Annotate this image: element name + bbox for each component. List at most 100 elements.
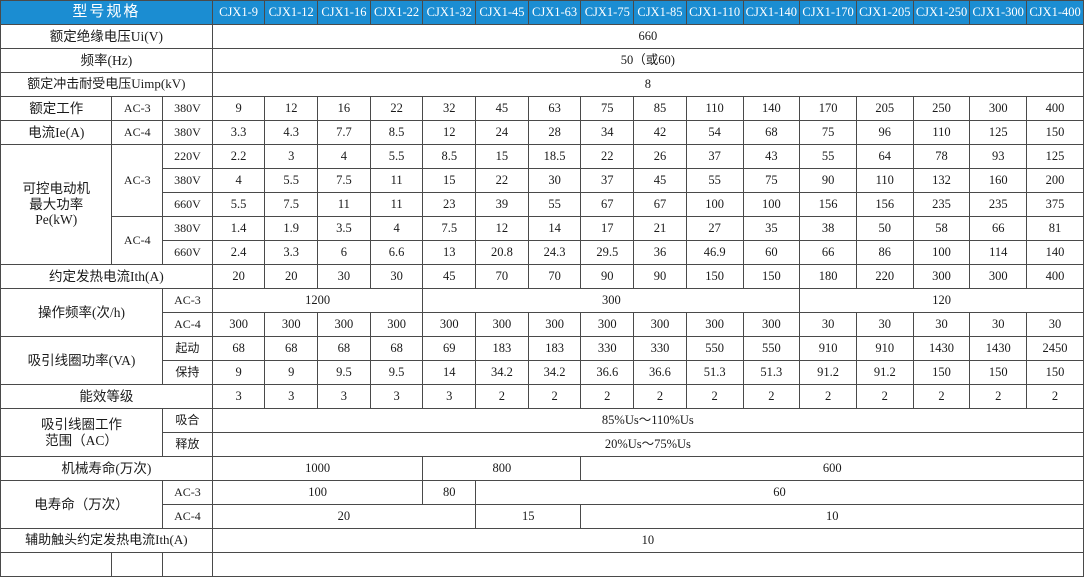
cell-operating-frequency-ac4-14: 30 bbox=[912, 312, 971, 337]
table-header-row: 型号规格 CJX1-9 CJX1-12 CJX1-16 CJX1-22 CJX1… bbox=[0, 0, 1084, 25]
cell-coil-power-sealed-14: 150 bbox=[912, 360, 971, 385]
cell-rated-current-ac3-9: 85 bbox=[633, 96, 687, 121]
label-motor-power-ac3-mode: AC-3 bbox=[111, 144, 164, 217]
cell-rated-current-ac3-13: 205 bbox=[855, 96, 914, 121]
cell-motor-power-ac3-380v-1: 4 bbox=[211, 168, 266, 193]
cell-coil-power-inrush-4: 68 bbox=[369, 336, 424, 361]
cell-motor-power-ac3-660v-3: 11 bbox=[317, 192, 371, 217]
cell-motor-power-ac3-380v-3: 7.5 bbox=[317, 168, 371, 193]
cell-motor-power-ac4-660v-10: 46.9 bbox=[685, 240, 744, 265]
cell-motor-power-ac4-380v-10: 27 bbox=[685, 216, 744, 241]
cell-thermal-current-4: 30 bbox=[369, 264, 424, 289]
cell-thermal-current-5: 45 bbox=[422, 264, 477, 289]
cell-coil-power-sealed-5: 14 bbox=[422, 360, 477, 385]
row-motor-power-ac4-660v: 660V 2.4 3.3 6 6.6 13 20.8 24.3 29.5 36 … bbox=[1, 240, 1084, 265]
partial-cell-mode bbox=[111, 552, 164, 577]
cell-thermal-current-2: 20 bbox=[264, 264, 319, 289]
cell-motor-power-ac3-380v-6: 22 bbox=[475, 168, 529, 193]
cell-coil-power-sealed-15: 150 bbox=[969, 360, 1028, 385]
cell-coil-power-sealed-9: 36.6 bbox=[633, 360, 687, 385]
cell-rated-current-ac3-2: 12 bbox=[264, 96, 319, 121]
cell-operating-frequency-ac3-group-3: 120 bbox=[799, 288, 1084, 313]
cell-motor-power-ac3-380v-2: 5.5 bbox=[264, 168, 319, 193]
cell-motor-power-ac4-660v-1: 2.4 bbox=[211, 240, 266, 265]
cell-operating-frequency-ac4-4: 300 bbox=[369, 312, 424, 337]
cell-motor-power-ac3-660v-16: 375 bbox=[1026, 192, 1084, 217]
row-motor-power-ac3-380v: 380V 4 5.5 7.5 11 15 22 30 37 45 55 75 9… bbox=[1, 168, 1084, 193]
cell-electrical-life-ac3-group-2: 80 bbox=[422, 480, 477, 505]
cell-rated-current-ac4-1: 3.3 bbox=[211, 120, 266, 145]
cell-rated-current-ac3-14: 250 bbox=[912, 96, 971, 121]
row-rated-current-ac3: 额定工作 AC-3 380V 9 12 16 22 32 45 63 75 85… bbox=[0, 96, 1084, 121]
cell-motor-power-ac3-220v-1: 2.2 bbox=[211, 144, 266, 169]
cell-coil-power-sealed-4: 9.5 bbox=[369, 360, 424, 385]
cell-efficiency-grade-15: 2 bbox=[969, 384, 1028, 409]
label-motor-power-ac3-220v: 220V bbox=[162, 144, 213, 169]
cell-efficiency-grade-8: 2 bbox=[580, 384, 635, 409]
row-coil-power-sealed: 保持 9 9 9.5 9.5 14 34.2 34.2 36.6 36.6 51… bbox=[1, 360, 1084, 385]
cell-motor-power-ac3-220v-5: 8.5 bbox=[422, 144, 477, 169]
cell-coil-power-sealed-16: 150 bbox=[1026, 360, 1084, 385]
cell-thermal-current-7: 70 bbox=[527, 264, 582, 289]
cell-motor-power-ac3-220v-4: 5.5 bbox=[369, 144, 424, 169]
cell-motor-power-ac3-380v-9: 45 bbox=[633, 168, 687, 193]
cell-operating-frequency-ac4-11: 300 bbox=[742, 312, 801, 337]
header-model-9: CJX1-85 bbox=[633, 0, 687, 25]
cell-efficiency-grade-5: 3 bbox=[422, 384, 477, 409]
cell-rated-current-ac3-10: 110 bbox=[685, 96, 744, 121]
cell-rated-current-ac3-6: 45 bbox=[475, 96, 529, 121]
cell-coil-power-sealed-7: 34.2 bbox=[527, 360, 582, 385]
cell-electrical-life-ac3-group-1: 100 bbox=[211, 480, 424, 505]
cell-motor-power-ac3-220v-10: 37 bbox=[685, 144, 744, 169]
cell-efficiency-grade-10: 2 bbox=[685, 384, 744, 409]
cell-electrical-life-ac4-group-3: 10 bbox=[580, 504, 1084, 529]
cell-operating-frequency-ac4-7: 300 bbox=[527, 312, 582, 337]
cell-motor-power-ac3-380v-14: 132 bbox=[912, 168, 971, 193]
label-rated-impulse-voltage: 额定冲击耐受电压Uimp(kV) bbox=[0, 72, 213, 97]
cell-motor-power-ac4-380v-1: 1.4 bbox=[211, 216, 266, 241]
cell-motor-power-ac3-660v-11: 100 bbox=[742, 192, 801, 217]
cell-operating-frequency-ac4-9: 300 bbox=[633, 312, 687, 337]
row-frequency: 频率(Hz) 50（或60) bbox=[0, 48, 1084, 73]
label-motor-power-ac3-660v: 660V bbox=[162, 192, 213, 217]
label-electrical-life: 电寿命（万次） bbox=[0, 480, 164, 529]
label-motor-power-ac3-380v: 380V bbox=[162, 168, 213, 193]
cell-rated-current-ac4-9: 42 bbox=[633, 120, 687, 145]
cell-coil-power-inrush-5: 69 bbox=[422, 336, 477, 361]
label-thermal-current: 约定发热电流Ith(A) bbox=[0, 264, 213, 289]
cell-motor-power-ac4-660v-11: 60 bbox=[742, 240, 801, 265]
cell-operating-frequency-ac4-2: 300 bbox=[264, 312, 319, 337]
header-model-6: CJX1-45 bbox=[475, 0, 529, 25]
cell-rated-current-ac3-1: 9 bbox=[211, 96, 266, 121]
cell-motor-power-ac4-380v-8: 17 bbox=[580, 216, 635, 241]
cell-motor-power-ac4-380v-9: 21 bbox=[633, 216, 687, 241]
cell-motor-power-ac4-660v-16: 140 bbox=[1026, 240, 1084, 265]
value-auxiliary-thermal-current: 10 bbox=[211, 528, 1084, 553]
cell-rated-current-ac3-4: 22 bbox=[369, 96, 424, 121]
cell-motor-power-ac3-380v-5: 15 bbox=[422, 168, 477, 193]
cell-motor-power-ac3-660v-1: 5.5 bbox=[211, 192, 266, 217]
cell-coil-power-inrush-15: 1430 bbox=[969, 336, 1028, 361]
cell-electrical-life-ac4-group-1: 20 bbox=[211, 504, 477, 529]
value-coil-operating-range-dropout: 20%Us～75%Us bbox=[211, 432, 1084, 457]
header-model-11: CJX1-140 bbox=[742, 0, 801, 25]
cell-motor-power-ac4-660v-9: 36 bbox=[633, 240, 687, 265]
cell-rated-current-ac3-15: 300 bbox=[969, 96, 1028, 121]
cell-motor-power-ac3-380v-16: 200 bbox=[1026, 168, 1084, 193]
cell-coil-power-inrush-9: 330 bbox=[633, 336, 687, 361]
cell-electrical-life-ac3-group-3: 60 bbox=[475, 480, 1084, 505]
cell-rated-current-ac4-14: 110 bbox=[912, 120, 971, 145]
cell-electrical-life-ac4-group-2: 15 bbox=[475, 504, 582, 529]
cell-motor-power-ac4-380v-2: 1.9 bbox=[264, 216, 319, 241]
cell-efficiency-grade-6: 2 bbox=[475, 384, 529, 409]
cell-thermal-current-16: 400 bbox=[1026, 264, 1084, 289]
cell-operating-frequency-ac4-13: 30 bbox=[855, 312, 914, 337]
label-rated-current-ac3-mode: AC-3 bbox=[111, 96, 164, 121]
cell-motor-power-ac3-660v-15: 235 bbox=[969, 192, 1028, 217]
cell-coil-power-inrush-12: 910 bbox=[799, 336, 857, 361]
cell-motor-power-ac4-380v-12: 38 bbox=[799, 216, 857, 241]
label-motor-power: 可控电动机 最大功率 Pe(kW) bbox=[0, 144, 113, 265]
cell-thermal-current-8: 90 bbox=[580, 264, 635, 289]
cell-rated-current-ac4-11: 68 bbox=[742, 120, 801, 145]
